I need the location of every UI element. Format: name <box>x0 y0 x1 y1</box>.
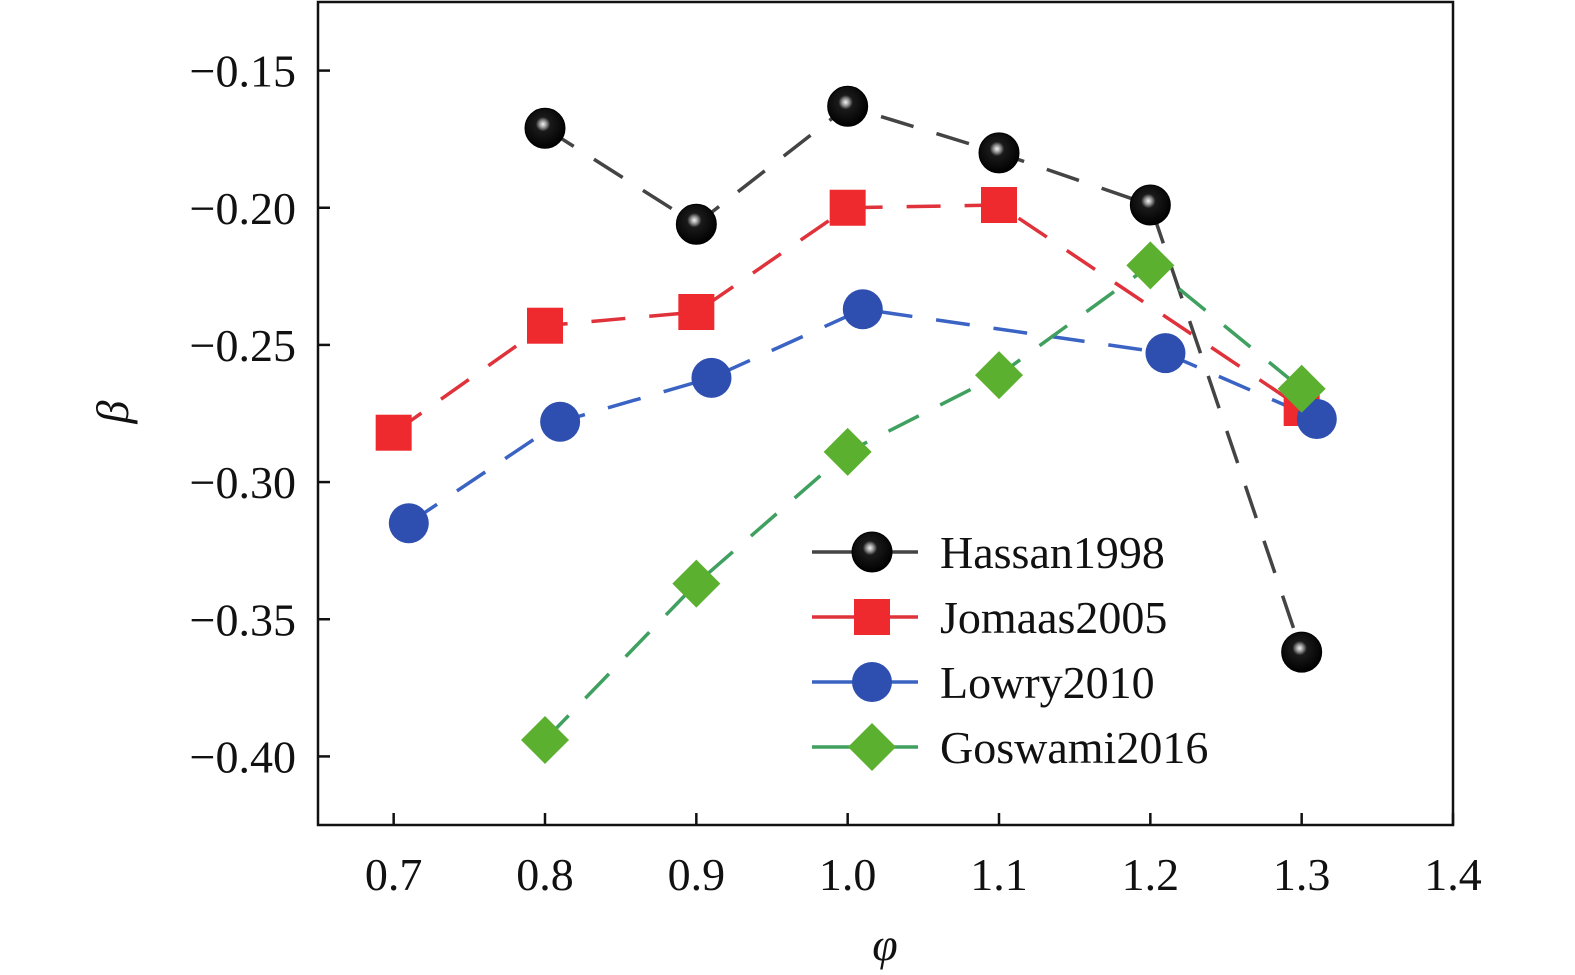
data-point-lowry2010 <box>691 357 732 398</box>
plot-frame <box>316 0 1455 827</box>
data-point-hassan1998 <box>827 85 869 127</box>
data-point-hassan1998 <box>524 107 566 149</box>
data-point-jomaas2005 <box>981 187 1017 224</box>
x-tick-label: 0.7 <box>365 849 423 900</box>
legend-marker-goswami2016 <box>848 723 896 771</box>
data-point-jomaas2005 <box>375 414 412 451</box>
legend-marker-jomaas2005 <box>854 599 890 635</box>
legend-label-lowry2010: Lowry2010 <box>940 657 1155 708</box>
x-tick-label: 0.9 <box>668 849 726 900</box>
y-axis-label: β <box>87 400 138 424</box>
legend-label-hassan1998: Hassan1998 <box>940 527 1165 578</box>
data-point-lowry2010 <box>540 401 581 442</box>
data-point-hassan1998 <box>675 203 717 245</box>
data-point-hassan1998 <box>978 132 1020 174</box>
data-point-hassan1998 <box>1281 631 1323 673</box>
data-point-goswami2016 <box>1126 241 1175 290</box>
x-tick-label: 1.1 <box>970 849 1028 900</box>
data-point-lowry2010 <box>842 289 883 330</box>
series-line-hassan1998 <box>544 104 1304 653</box>
series-line-jomaas2005 <box>392 203 1303 435</box>
y-tick-label: −0.15 <box>190 46 296 97</box>
data-point-lowry2010 <box>1296 398 1337 439</box>
legend-marker-lowry2010 <box>852 662 892 702</box>
y-tick-label: −0.30 <box>190 457 296 508</box>
data-point-lowry2010 <box>1145 333 1186 374</box>
plot-area <box>316 0 1455 827</box>
x-axis-label: φ <box>872 919 897 970</box>
data-point-lowry2010 <box>388 503 429 544</box>
x-tick-label: 1.3 <box>1273 849 1331 900</box>
data-point-goswami2016 <box>521 715 569 764</box>
legend-label-goswami2016: Goswami2016 <box>940 722 1208 773</box>
x-axis: 0.7 0.8 0.9 1.0 1.1 1.2 1.3 1.4 <box>365 813 1482 900</box>
data-point-jomaas2005 <box>527 307 563 344</box>
legend-marker-hassan1998 <box>851 531 893 573</box>
y-axis: −0.15 −0.20 −0.25 −0.30 −0.35 −0.40 <box>190 46 330 782</box>
legend-label-jomaas2005: Jomaas2005 <box>940 592 1167 643</box>
series-line-lowry2010 <box>407 307 1318 525</box>
data-point-jomaas2005 <box>829 189 866 226</box>
x-tick-label: 0.8 <box>516 849 574 900</box>
data-point-goswami2016 <box>975 351 1023 400</box>
data-point-hassan1998 <box>1129 184 1171 226</box>
data-point-goswami2016 <box>672 559 721 608</box>
data-point-goswami2016 <box>1277 364 1326 413</box>
y-tick-label: −0.35 <box>190 594 296 645</box>
legend: Hassan1998 Jomaas2005 Lowry2010 Goswami2016 <box>812 527 1208 773</box>
y-tick-label: −0.20 <box>190 183 296 234</box>
x-tick-label: 1.4 <box>1424 849 1482 900</box>
x-tick-label: 1.0 <box>819 849 877 900</box>
series-line-goswami2016 <box>543 263 1303 742</box>
y-tick-label: −0.25 <box>190 320 296 371</box>
data-point-jomaas2005 <box>678 293 715 330</box>
x-tick-label: 1.2 <box>1122 849 1180 900</box>
data-point-goswami2016 <box>823 427 872 476</box>
y-tick-label: −0.40 <box>190 731 296 782</box>
